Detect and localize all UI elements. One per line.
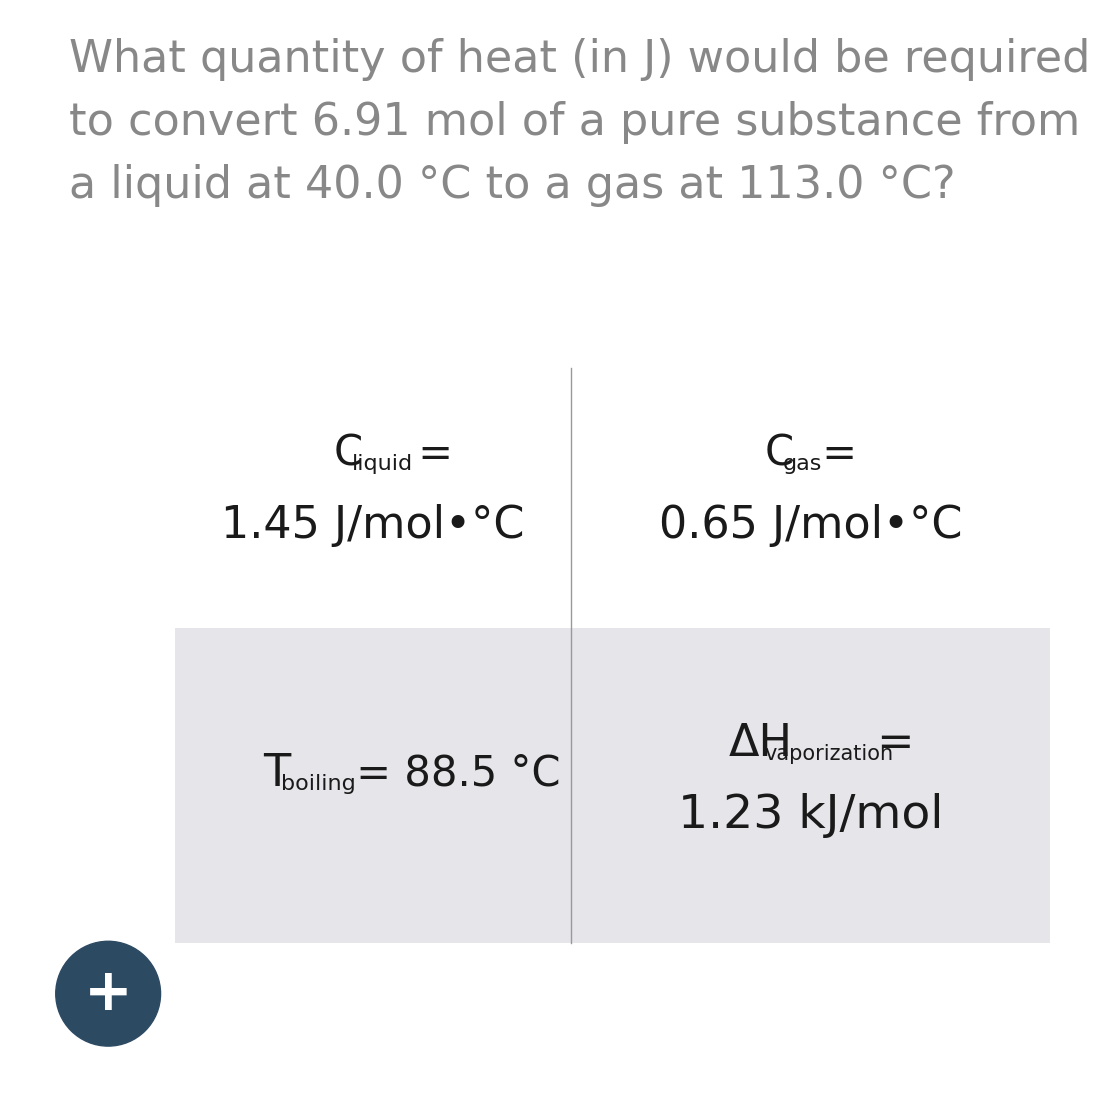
Text: a liquid at 40.0 °C to a gas at 113.0 °C?: a liquid at 40.0 °C to a gas at 113.0 °C…: [69, 164, 956, 206]
Text: =: =: [863, 721, 914, 764]
Text: gas: gas: [783, 455, 822, 474]
Text: to convert 6.91 mol of a pure substance from: to convert 6.91 mol of a pure substance …: [69, 101, 1080, 144]
Text: =: =: [405, 433, 453, 475]
Bar: [175, 628, 1050, 943]
Text: liquid: liquid: [352, 455, 413, 474]
Text: 1.45 J/mol•°C: 1.45 J/mol•°C: [221, 504, 525, 548]
Text: boiling: boiling: [281, 774, 356, 794]
Text: +: +: [84, 965, 133, 1022]
Text: C: C: [333, 433, 362, 475]
Text: =: =: [809, 433, 857, 475]
Text: = 88.5 °C: = 88.5 °C: [342, 752, 560, 795]
Text: What quantity of heat (in J) would be required: What quantity of heat (in J) would be re…: [69, 38, 1090, 81]
Text: 0.65 J/mol•°C: 0.65 J/mol•°C: [659, 504, 962, 548]
Text: vaporization: vaporization: [764, 743, 893, 764]
Text: C: C: [764, 433, 793, 475]
Text: 1.23 kJ/mol: 1.23 kJ/mol: [678, 793, 943, 838]
Text: T: T: [263, 752, 291, 795]
Text: ΔH: ΔH: [729, 721, 793, 764]
Circle shape: [56, 941, 161, 1046]
